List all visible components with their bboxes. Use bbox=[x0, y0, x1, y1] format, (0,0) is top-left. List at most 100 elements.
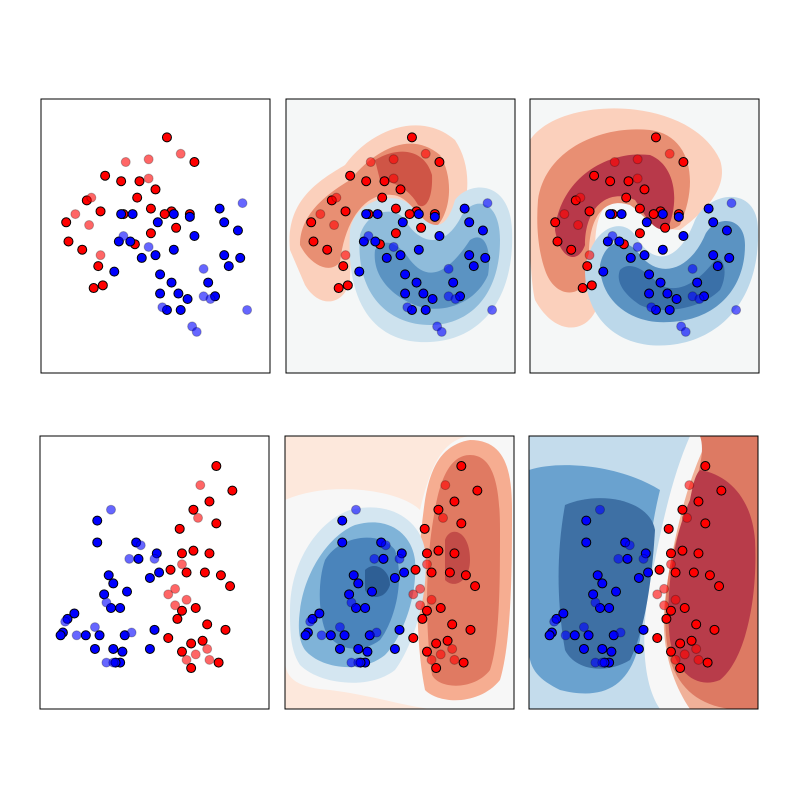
point bbox=[372, 209, 383, 220]
point bbox=[584, 250, 595, 261]
point bbox=[220, 624, 231, 635]
point bbox=[614, 236, 625, 247]
point bbox=[708, 250, 719, 261]
point bbox=[175, 148, 186, 159]
point bbox=[170, 600, 181, 611]
point bbox=[124, 553, 135, 564]
point bbox=[394, 553, 405, 564]
point bbox=[333, 283, 344, 294]
point bbox=[334, 643, 345, 654]
point bbox=[379, 176, 390, 187]
point bbox=[227, 485, 238, 496]
point bbox=[708, 217, 719, 228]
point bbox=[598, 266, 609, 277]
point bbox=[163, 589, 174, 600]
point bbox=[191, 326, 202, 337]
point bbox=[176, 605, 187, 616]
point bbox=[127, 209, 138, 220]
point bbox=[176, 559, 187, 570]
point bbox=[456, 461, 467, 472]
point bbox=[624, 540, 635, 551]
point bbox=[189, 157, 200, 168]
point bbox=[365, 157, 376, 168]
panel-frame bbox=[39, 435, 270, 710]
point bbox=[378, 553, 389, 564]
point bbox=[71, 630, 82, 641]
point bbox=[143, 241, 154, 252]
point bbox=[144, 572, 155, 583]
point bbox=[420, 304, 431, 315]
point bbox=[211, 461, 222, 472]
point bbox=[348, 570, 359, 581]
point bbox=[388, 154, 399, 165]
point bbox=[380, 540, 391, 551]
point bbox=[675, 638, 686, 649]
point bbox=[135, 540, 146, 551]
point bbox=[709, 624, 720, 635]
point bbox=[632, 154, 643, 165]
point bbox=[724, 252, 735, 263]
point bbox=[691, 619, 702, 630]
point bbox=[652, 633, 663, 644]
point bbox=[594, 504, 605, 515]
point bbox=[182, 294, 193, 305]
point bbox=[362, 646, 373, 657]
point bbox=[700, 461, 711, 472]
point bbox=[597, 657, 608, 668]
point bbox=[154, 567, 165, 578]
point bbox=[223, 261, 234, 272]
point bbox=[70, 209, 81, 220]
point bbox=[150, 184, 161, 195]
point bbox=[659, 600, 670, 611]
point bbox=[161, 132, 172, 143]
point bbox=[159, 209, 170, 220]
point bbox=[370, 236, 381, 247]
point bbox=[427, 294, 438, 305]
point bbox=[693, 654, 704, 665]
point bbox=[166, 277, 177, 288]
point bbox=[89, 643, 100, 654]
point bbox=[609, 157, 620, 168]
panel-frame bbox=[529, 98, 760, 374]
point bbox=[421, 605, 432, 616]
panel-frame bbox=[285, 98, 516, 374]
point bbox=[632, 173, 643, 184]
point bbox=[646, 302, 657, 313]
point bbox=[389, 572, 400, 583]
point bbox=[411, 277, 422, 288]
point bbox=[679, 649, 690, 660]
point bbox=[659, 583, 670, 594]
point bbox=[353, 643, 364, 654]
point bbox=[390, 228, 401, 239]
point bbox=[388, 241, 399, 252]
point bbox=[714, 581, 725, 592]
point bbox=[390, 203, 401, 214]
point bbox=[671, 294, 682, 305]
point bbox=[465, 624, 476, 635]
point bbox=[92, 537, 103, 548]
point bbox=[108, 643, 119, 654]
point bbox=[213, 657, 224, 668]
point bbox=[680, 326, 691, 337]
point bbox=[703, 203, 714, 214]
point bbox=[193, 512, 204, 523]
point bbox=[560, 630, 571, 641]
point bbox=[329, 220, 340, 231]
point bbox=[575, 192, 586, 203]
point bbox=[232, 225, 243, 236]
point bbox=[394, 624, 405, 635]
point bbox=[315, 209, 326, 220]
point bbox=[145, 203, 156, 214]
point bbox=[69, 608, 80, 619]
point bbox=[643, 567, 654, 578]
point bbox=[558, 608, 569, 619]
point bbox=[337, 537, 348, 548]
point bbox=[597, 578, 608, 589]
point bbox=[86, 192, 97, 203]
point bbox=[684, 480, 695, 491]
point bbox=[337, 515, 348, 526]
point bbox=[175, 304, 186, 315]
point bbox=[559, 209, 570, 220]
point bbox=[638, 553, 649, 564]
point bbox=[413, 209, 424, 220]
